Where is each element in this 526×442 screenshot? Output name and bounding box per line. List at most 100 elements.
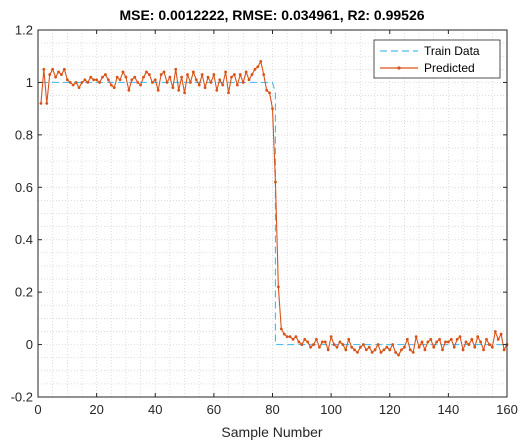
predicted-point — [174, 68, 177, 71]
legend-label: Train Data — [424, 44, 480, 58]
predicted-point — [177, 89, 180, 92]
predicted-point — [412, 351, 415, 354]
predicted-point — [48, 73, 51, 76]
predicted-point — [221, 84, 224, 87]
predicted-point — [271, 107, 274, 110]
predicted-point — [104, 73, 107, 76]
predicted-point — [467, 343, 470, 346]
predicted-point — [339, 341, 342, 344]
predicted-point — [259, 60, 262, 63]
predicted-point — [289, 335, 292, 338]
predicted-point — [125, 76, 128, 79]
predicted-point — [268, 92, 271, 95]
y-tick-label: 0.4 — [15, 232, 33, 247]
predicted-point — [456, 338, 459, 341]
predicted-point — [341, 343, 344, 346]
predicted-point — [163, 71, 166, 74]
predicted-point — [438, 338, 441, 341]
predicted-point — [69, 81, 72, 84]
predicted-point — [362, 343, 365, 346]
x-tick-label: 0 — [34, 402, 41, 417]
predicted-point — [365, 348, 368, 351]
predicted-point — [424, 348, 427, 351]
y-tick-label: 1.2 — [15, 23, 33, 38]
legend[interactable]: Train Data Predicted — [374, 40, 500, 78]
predicted-point — [101, 76, 104, 79]
predicted-point — [350, 346, 353, 349]
predicted-point — [57, 71, 60, 74]
predicted-point — [166, 81, 169, 84]
y-tick-label: 0.2 — [15, 285, 33, 300]
predicted-point — [151, 81, 154, 84]
predicted-point — [485, 338, 488, 341]
predicted-point — [139, 84, 142, 87]
predicted-point — [397, 354, 400, 357]
y-tick-label: 0 — [26, 337, 33, 352]
predicted-point — [432, 346, 435, 349]
predicted-point — [473, 346, 476, 349]
predicted-point — [447, 341, 450, 344]
predicted-point — [406, 338, 409, 341]
chart-title: MSE: 0.0012222, RMSE: 0.034961, R2: 0.99… — [119, 7, 424, 23]
predicted-point — [169, 76, 172, 79]
predicted-point — [441, 348, 444, 351]
predicted-point — [409, 348, 412, 351]
predicted-point — [127, 89, 130, 92]
predicted-point — [321, 341, 324, 344]
predicted-point — [470, 338, 473, 341]
predicted-point — [262, 73, 265, 76]
predicted-point — [248, 78, 251, 81]
predicted-point — [306, 341, 309, 344]
predicted-point — [385, 346, 388, 349]
predicted-point — [78, 86, 81, 89]
predicted-point — [333, 343, 336, 346]
predicted-point — [81, 81, 84, 84]
predicted-point — [347, 338, 350, 341]
x-tick-label: 120 — [379, 402, 401, 417]
predicted-point — [327, 348, 330, 351]
predicted-point — [277, 286, 280, 289]
predicted-point — [336, 346, 339, 349]
predicted-point — [195, 78, 198, 81]
predicted-point — [51, 68, 54, 71]
predicted-point — [283, 333, 286, 336]
predicted-point — [66, 78, 69, 81]
predicted-point — [183, 92, 186, 95]
predicted-point — [254, 68, 257, 71]
predicted-point — [344, 348, 347, 351]
y-tick-label: 1 — [26, 75, 33, 90]
predicted-point — [479, 341, 482, 344]
predicted-point — [75, 81, 78, 84]
predicted-point — [368, 346, 371, 349]
predicted-point — [429, 338, 432, 341]
predicted-point — [145, 71, 148, 74]
predicted-point — [274, 181, 277, 184]
predicted-point — [297, 341, 300, 344]
x-tick-label: 20 — [89, 402, 103, 417]
predicted-point — [382, 348, 385, 351]
predicted-point — [415, 335, 418, 338]
predicted-point — [98, 81, 101, 84]
predicted-point — [476, 335, 479, 338]
predicted-point — [207, 76, 210, 79]
predicted-point — [40, 102, 43, 105]
predicted-point — [295, 335, 298, 338]
y-tick-label: 0.6 — [15, 180, 33, 195]
x-tick-label: 60 — [207, 402, 221, 417]
legend-marker — [397, 66, 400, 69]
predicted-point — [280, 327, 283, 330]
predicted-point — [497, 338, 500, 341]
predicted-point — [201, 73, 204, 76]
predicted-point — [86, 81, 89, 84]
predicted-point — [251, 73, 254, 76]
predicted-point — [256, 65, 259, 68]
predicted-point — [403, 346, 406, 349]
predicted-point — [154, 78, 157, 81]
predicted-point — [388, 348, 391, 351]
predicted-point — [400, 348, 403, 351]
predicted-point — [300, 343, 303, 346]
predicted-point — [435, 341, 438, 344]
predicted-point — [119, 78, 122, 81]
predicted-point — [426, 341, 429, 344]
